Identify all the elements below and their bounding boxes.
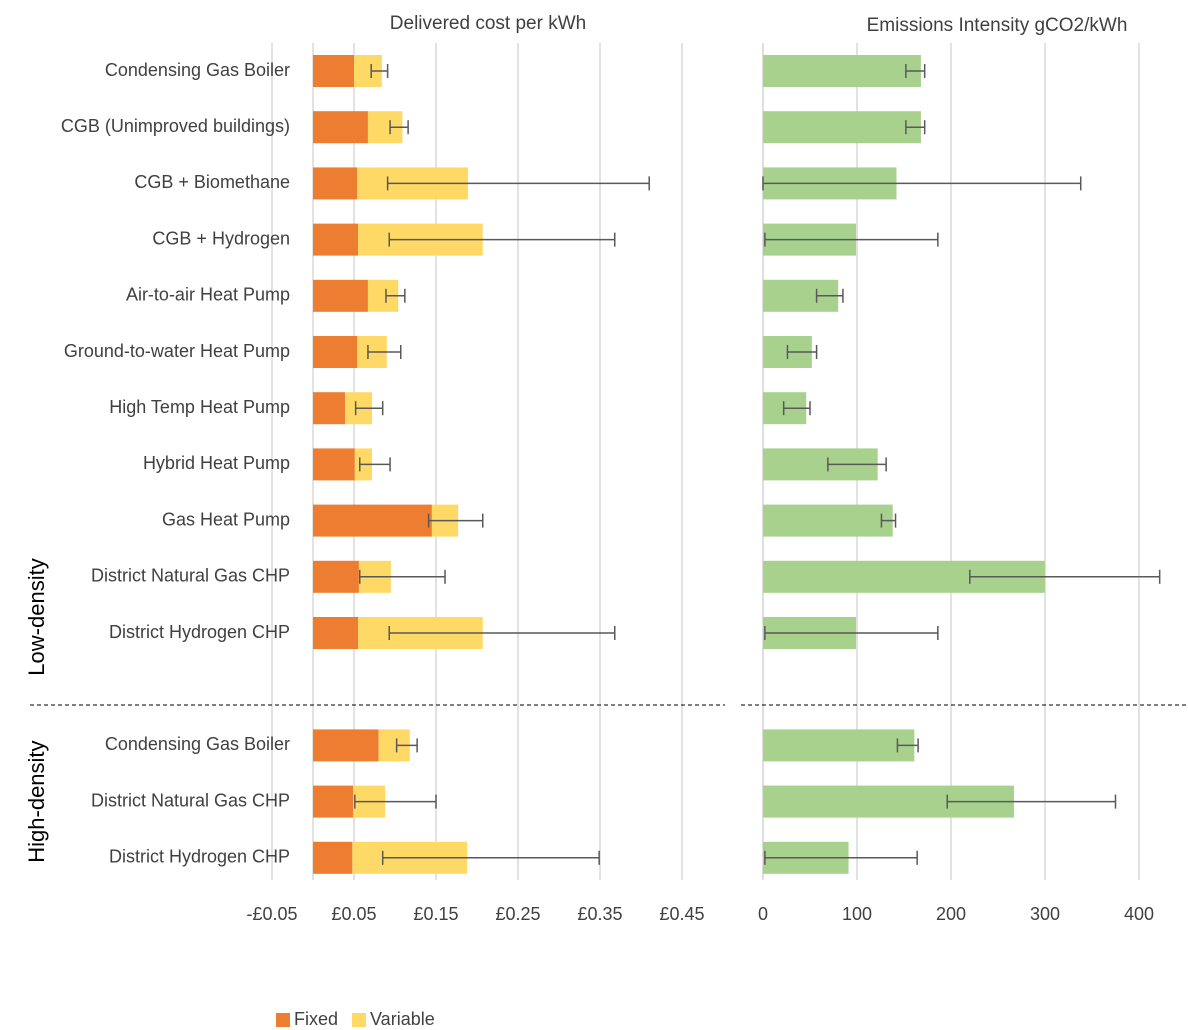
x-tick-label: £0.15 bbox=[413, 904, 458, 924]
x-tick-label: £0.25 bbox=[495, 904, 540, 924]
bar-segment bbox=[313, 223, 359, 256]
group-label: Low-density bbox=[24, 558, 49, 675]
x-tick-label: 0 bbox=[758, 904, 768, 924]
category-label: CGB + Biomethane bbox=[134, 172, 290, 192]
bar-segment bbox=[313, 111, 368, 144]
category-label: District Hydrogen CHP bbox=[109, 622, 290, 642]
category-label: High Temp Heat Pump bbox=[109, 397, 290, 417]
legend-swatch bbox=[276, 1013, 290, 1027]
bar-segment bbox=[313, 279, 368, 312]
category-label: Ground-to-water Heat Pump bbox=[64, 341, 290, 361]
x-tick-label: £0.05 bbox=[331, 904, 376, 924]
category-label: Condensing Gas Boiler bbox=[105, 734, 290, 754]
group-label: High-density bbox=[24, 740, 49, 862]
bar-segment bbox=[313, 841, 353, 874]
legend-label: Fixed bbox=[294, 1009, 338, 1029]
chart-title: Emissions Intensity gCO2/kWh bbox=[867, 15, 1128, 36]
category-label: Condensing Gas Boiler bbox=[105, 60, 290, 80]
x-tick-label: £0.45 bbox=[659, 904, 704, 924]
bar-segment bbox=[313, 504, 432, 537]
x-tick-label: 100 bbox=[842, 904, 872, 924]
bar bbox=[763, 729, 915, 762]
x-tick-label: 400 bbox=[1124, 904, 1154, 924]
category-label: District Hydrogen CHP bbox=[109, 847, 290, 867]
category-label: Hybrid Heat Pump bbox=[143, 453, 290, 473]
category-label: CGB + Hydrogen bbox=[152, 228, 290, 248]
category-label: District Natural Gas CHP bbox=[91, 790, 290, 810]
bar bbox=[763, 55, 921, 87]
category-label: CGB (Unimproved buildings) bbox=[61, 116, 290, 136]
bar-segment bbox=[313, 785, 354, 818]
bar-segment bbox=[313, 55, 354, 87]
category-label: Air-to-air Heat Pump bbox=[126, 285, 290, 305]
category-label: Gas Heat Pump bbox=[162, 509, 290, 529]
bar-segment bbox=[313, 560, 359, 593]
chart-title: Delivered cost per kWh bbox=[390, 13, 586, 34]
x-tick-label: 200 bbox=[936, 904, 966, 924]
x-tick-label: £0.35 bbox=[577, 904, 622, 924]
x-tick-label: 300 bbox=[1030, 904, 1060, 924]
bar-segment bbox=[313, 448, 355, 481]
legend-label: Variable bbox=[370, 1009, 435, 1029]
bar-segment bbox=[313, 729, 379, 762]
x-tick-label: -£0.05 bbox=[246, 904, 297, 924]
category-label: District Natural Gas CHP bbox=[91, 566, 290, 586]
bar-segment bbox=[313, 167, 358, 200]
bar-segment bbox=[313, 392, 345, 425]
bar-segment bbox=[313, 336, 358, 368]
bar-segment bbox=[313, 617, 359, 649]
bar bbox=[763, 111, 921, 144]
legend-swatch bbox=[352, 1013, 367, 1027]
bar bbox=[763, 504, 893, 537]
